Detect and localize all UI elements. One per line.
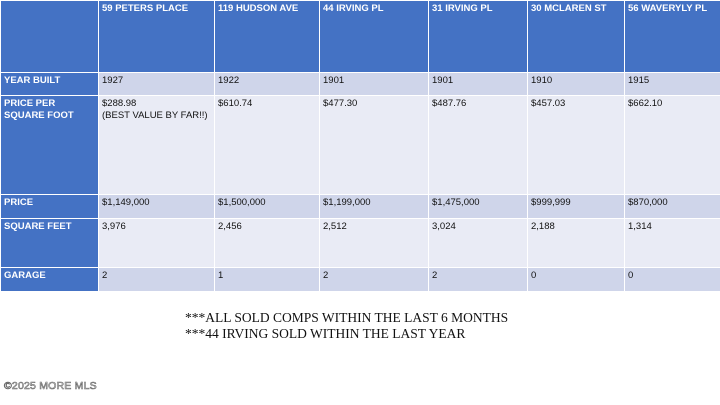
- table-cell: $487.76: [428, 95, 528, 195]
- table-cell: $457.03: [527, 95, 625, 195]
- table-row: SQUARE FEET 3,976 2,456 2,512 3,024 2,188 1,31…: [0, 218, 720, 268]
- table-cell: 3,024: [428, 218, 528, 268]
- table-cell: 1927: [98, 72, 215, 96]
- table-cell: $610.74: [214, 95, 320, 195]
- table-cell: 2,512: [319, 218, 429, 268]
- table-cell: $662.10: [624, 95, 720, 195]
- column-header: 56 WAVERYLY PL: [624, 0, 720, 73]
- table-cell: 1901: [319, 72, 429, 96]
- table-cell: 0: [527, 267, 625, 292]
- notes: ***ALL SOLD COMPS WITHIN THE LAST 6 MONT…: [185, 310, 508, 342]
- table-row: GARAGE 2 1 2 2 0 0: [0, 267, 720, 292]
- header-row: 59 PETERS PLACE 119 HUDSON AVE 44 IRVING P…: [0, 0, 720, 73]
- table-cell: $1,475,000: [428, 194, 528, 219]
- row-label: GARAGE: [0, 267, 99, 292]
- table-cell: 2,188: [527, 218, 625, 268]
- table-cell: 2,456: [214, 218, 320, 268]
- table-cell: 2: [98, 267, 215, 292]
- watermark: ©2025 MORE MLS: [4, 380, 97, 393]
- table-cell: 2: [428, 267, 528, 292]
- column-header: 59 PETERS PLACE: [98, 0, 215, 73]
- row-label: SQUARE FEET: [0, 218, 99, 268]
- table-cell: $999,999: [527, 194, 625, 219]
- table-cell: $288.98 (BEST VALUE BY FAR!!): [98, 95, 215, 195]
- table-row: YEAR BUILT 1927 1922 1901 1901 1910 1915: [0, 72, 720, 96]
- row-label: PRICE PER SQUARE FOOT: [0, 95, 99, 195]
- table-cell: 3,976: [98, 218, 215, 268]
- note-line: ***ALL SOLD COMPS WITHIN THE LAST 6 MONT…: [185, 310, 509, 325]
- table-cell: 1,314: [624, 218, 720, 268]
- comps-table: 59 PETERS PLACE 119 HUDSON AVE 44 IRVING P…: [0, 0, 720, 292]
- table-cell: 1910: [527, 72, 625, 96]
- table-cell: $1,500,000: [214, 194, 320, 219]
- table-cell: 1901: [428, 72, 528, 96]
- column-header: 119 HUDSON AVE: [214, 0, 320, 73]
- table-cell: $1,149,000: [98, 194, 215, 219]
- table-cell: $1,199,000: [319, 194, 429, 219]
- note-line: ***44 IRVING SOLD WITHIN THE LAST YEAR: [185, 326, 466, 341]
- table-row: PRICE $1,149,000 $1,500,000 $1,199,000 $1,47…: [0, 194, 720, 219]
- column-header: 30 MCLAREN ST: [527, 0, 625, 73]
- table-cell: $477.30: [319, 95, 429, 195]
- row-label: PRICE: [0, 194, 99, 219]
- row-label: YEAR BUILT: [0, 72, 99, 96]
- table-cell: $870,000: [624, 194, 720, 219]
- table-cell: 1: [214, 267, 320, 292]
- column-header: 31 IRVING PL: [428, 0, 528, 73]
- table-row: PRICE PER SQUARE FOOT $288.98 (BEST VALUE…: [0, 95, 720, 195]
- header-corner: [0, 0, 99, 73]
- column-header: 44 IRVING PL: [319, 0, 429, 73]
- table-cell: 0: [624, 267, 720, 292]
- table-cell: 1922: [214, 72, 320, 96]
- table-cell: 1915: [624, 72, 720, 96]
- table-cell: 2: [319, 267, 429, 292]
